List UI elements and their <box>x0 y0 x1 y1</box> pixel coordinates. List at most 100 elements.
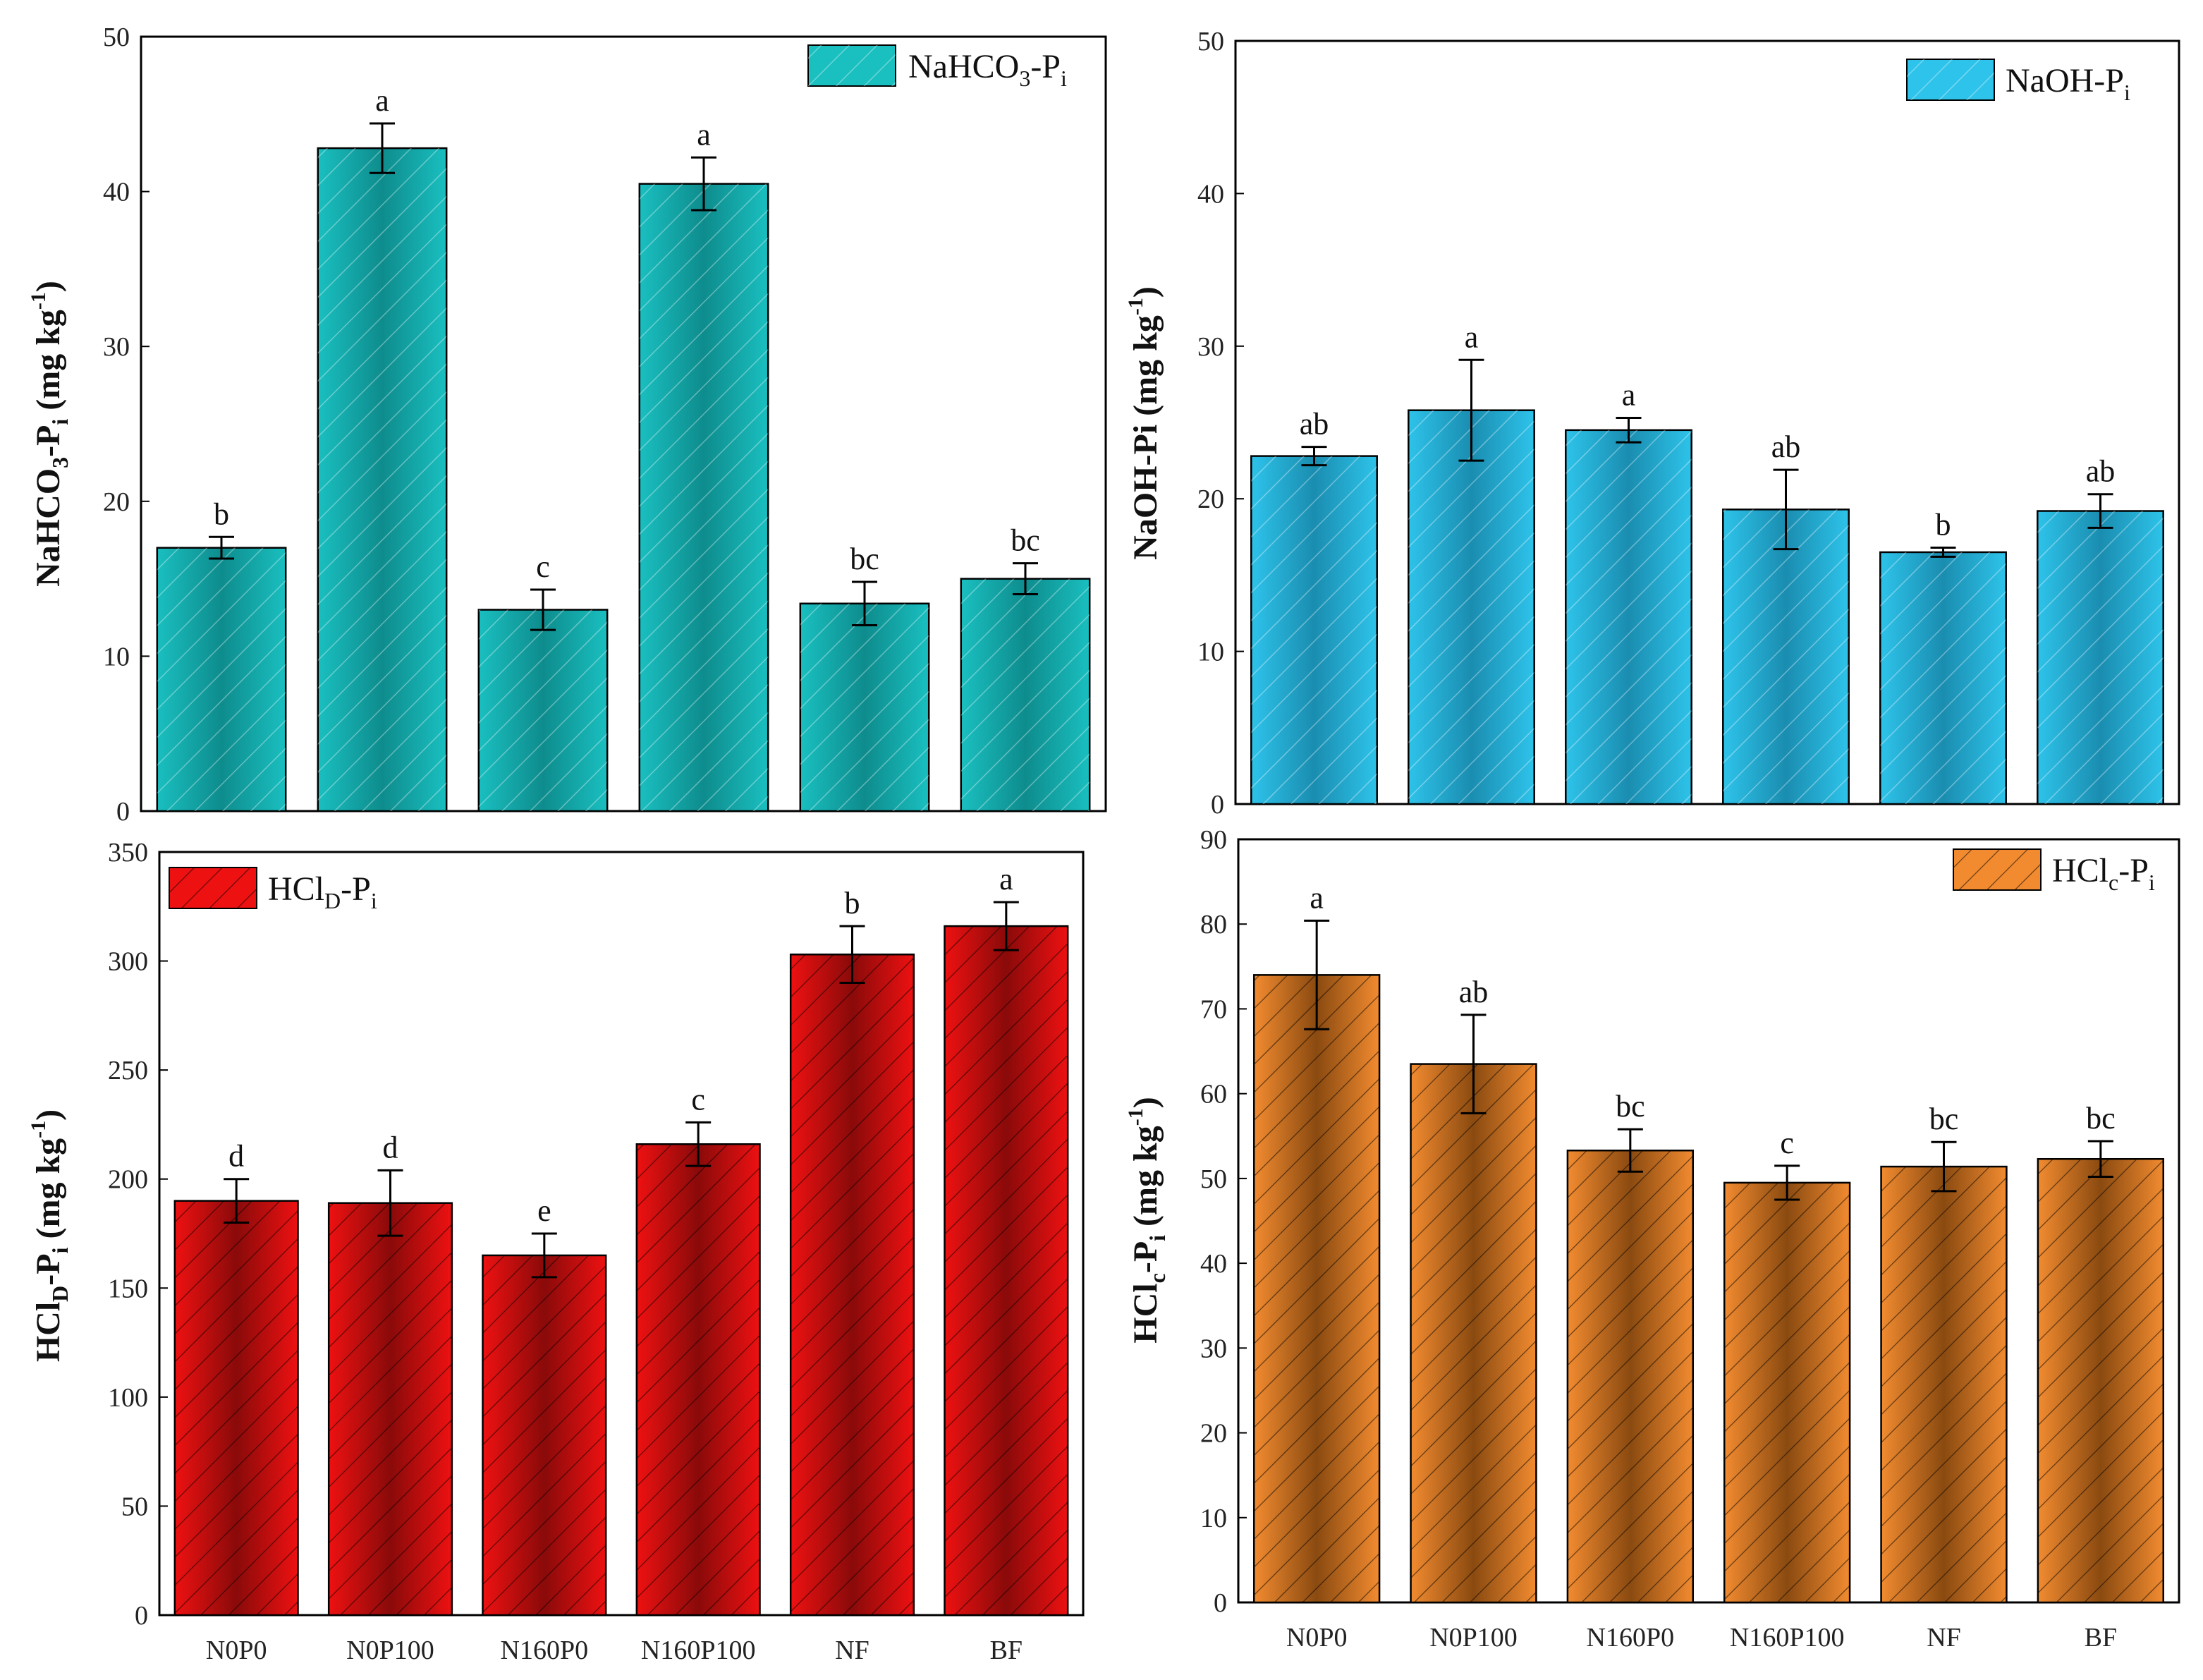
x-category-label: NF <box>1927 1623 1961 1652</box>
error-bar <box>1931 1140 1957 1193</box>
y-tick-label: 10 <box>1200 1504 1227 1533</box>
bar-hatch <box>478 609 608 811</box>
significance-label: a <box>1465 319 1479 354</box>
significance-label: a <box>999 862 1013 896</box>
x-category-label: NF <box>835 1636 869 1665</box>
bar-hatch <box>317 148 447 811</box>
x-category-label: BF <box>2085 1623 2117 1652</box>
significance-label: a <box>1622 378 1636 413</box>
y-tick-label: 30 <box>103 332 130 362</box>
error-bar <box>1458 358 1484 462</box>
error-bar <box>530 588 556 631</box>
y-tick-label: 30 <box>1197 332 1224 362</box>
error-bar <box>209 535 234 560</box>
significance-label: b <box>1936 507 1951 542</box>
significance-label: ab <box>1459 975 1489 1009</box>
error-bar <box>993 901 1019 951</box>
error-bar <box>839 925 865 984</box>
bar-hatch <box>1254 975 1380 1602</box>
legend-swatch-hatch <box>1953 849 2041 890</box>
significance-label: a <box>375 83 389 118</box>
y-tick-label: 200 <box>108 1165 148 1195</box>
significance-label: ab <box>2086 454 2116 489</box>
y-tick-label: 10 <box>1197 638 1224 667</box>
significance-label: d <box>383 1130 398 1164</box>
x-category-label: N160P100 <box>1730 1623 1845 1652</box>
bar-hatch <box>1724 1182 1850 1602</box>
error-bar <box>1617 1128 1643 1173</box>
legend: HClc-Pi <box>1953 848 2155 895</box>
y-tick-label: 0 <box>135 1601 148 1631</box>
y-tick-label: 0 <box>1214 1588 1227 1618</box>
y-axis-title: HClD-Pi (mg kg-1) <box>27 1109 73 1362</box>
error-bar <box>1301 446 1327 467</box>
x-category-label: N0P100 <box>1429 1623 1518 1652</box>
y-tick-label: 60 <box>1200 1080 1227 1109</box>
y-tick-label: 50 <box>1200 1164 1227 1194</box>
chart-nahco3-pi: NaHCO3-Pi (mg kg-1) 01020304050bacabcbc … <box>27 23 1107 827</box>
error-bar <box>531 1232 557 1279</box>
bar-hatch <box>636 1144 760 1615</box>
y-tick-label: 250 <box>108 1056 148 1085</box>
bar-hatch <box>1251 456 1377 804</box>
y-axis-title: NaHCO3-Pi (mg kg-1) <box>27 281 73 587</box>
error-bar <box>1460 1014 1487 1114</box>
error-bar <box>685 1121 712 1167</box>
error-bar <box>1304 919 1330 1030</box>
y-tick-label: 20 <box>103 487 130 517</box>
x-category-label: N0P0 <box>1286 1623 1348 1652</box>
chart-hclc-pi: HClc-Pi (mg kg-1) 0 10 20 30 40 50 60 70 80 90 a N0… <box>1124 825 2180 1652</box>
y-tick-label: 300 <box>108 947 148 977</box>
y-tick-label: 350 <box>108 838 148 868</box>
bar-hatch <box>960 578 1090 811</box>
legend: NaOH-Pi <box>1906 59 2130 105</box>
error-bar <box>1616 417 1642 444</box>
y-tick-label: 80 <box>1200 910 1227 939</box>
bar-hatch <box>174 1200 298 1615</box>
bar-hatch <box>2037 511 2164 804</box>
bar-hatch <box>1408 410 1534 804</box>
bar-hatch <box>2037 1159 2164 1602</box>
error-bar <box>2087 1140 2113 1178</box>
significance-label: e <box>537 1193 551 1228</box>
legend-label: HClD-Pi <box>268 870 377 913</box>
bar-hatch <box>791 954 914 1615</box>
significance-label: ab <box>1300 407 1329 442</box>
plot-frame <box>1237 838 2180 1604</box>
legend-swatch-hatch <box>808 45 896 86</box>
y-tick-label: 40 <box>1200 1249 1227 1279</box>
y-tick-label: 0 <box>1211 790 1224 820</box>
y-tick-label: 100 <box>108 1383 148 1413</box>
significance-label: bc <box>1616 1089 1645 1124</box>
legend-swatch-hatch <box>1907 59 1994 100</box>
y-tick-label: 50 <box>103 23 130 52</box>
legend-label: HClc-Pi <box>2052 852 2155 895</box>
y-tick-label: 20 <box>1197 485 1224 514</box>
bar-hatch <box>1566 430 1692 804</box>
y-tick-label: 20 <box>1200 1419 1227 1449</box>
bar-hatch <box>1723 509 1849 804</box>
bar-hatch <box>1410 1064 1537 1602</box>
bar-hatch <box>944 926 1068 1615</box>
y-tick-label: 40 <box>103 178 130 207</box>
y-axis-title: NaOH-Pi (mg kg-1) <box>1124 286 1164 560</box>
significance-label: bc <box>2086 1101 2116 1136</box>
x-category-label: N0P0 <box>206 1636 267 1665</box>
plot-frame <box>1234 39 2180 805</box>
legend-label: NaOH-Pi <box>2006 62 2130 105</box>
y-tick-label: 10 <box>103 642 130 671</box>
legend-swatch-hatch <box>169 868 257 908</box>
x-category-label: N160P0 <box>1587 1623 1675 1652</box>
error-bar <box>852 580 877 626</box>
error-bar <box>370 122 395 174</box>
bar-hatch <box>1881 1167 2007 1602</box>
error-bar <box>1013 562 1038 596</box>
error-bar <box>2087 493 2113 529</box>
error-bar <box>1773 468 1799 551</box>
bar-hatch <box>1880 552 2006 804</box>
plot-frame <box>140 35 1107 812</box>
x-category-label: N160P100 <box>641 1636 756 1665</box>
significance-label: b <box>845 886 860 920</box>
legend: HClD-Pi <box>169 867 377 913</box>
significance-label: c <box>691 1082 705 1116</box>
